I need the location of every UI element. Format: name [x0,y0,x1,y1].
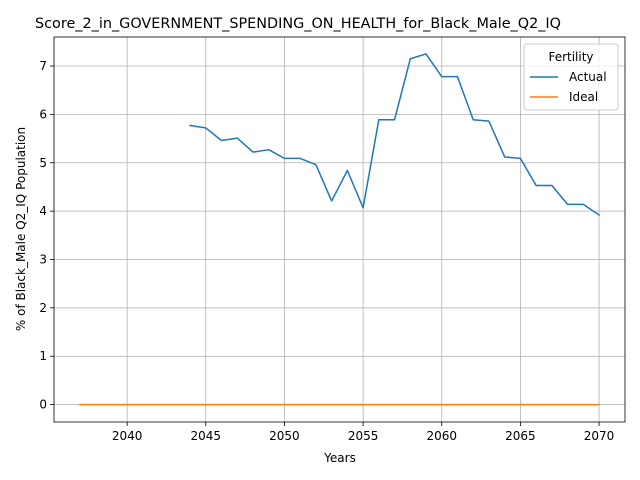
legend-title: Fertility [548,50,593,64]
x-tick-label: 2040 [112,429,143,443]
y-tick-label: 5 [39,156,47,170]
y-tick-label: 3 [39,252,47,266]
y-tick-label: 0 [39,398,47,412]
x-axis-label: Years [323,451,356,465]
series-line-actual [189,53,601,217]
y-axis: 0 1 2 3 4 5 6 7 [39,59,54,412]
plot-frame [53,36,626,423]
legend: Fertility Actual Ideal [523,43,619,111]
y-tick-label: 4 [39,204,47,218]
x-tick-label: 2065 [505,429,536,443]
legend-label-actual: Actual [569,70,607,84]
x-tick-label: 2055 [348,429,379,443]
y-tick-label: 1 [39,349,47,363]
y-tick-label: 7 [39,59,47,73]
legend-label-ideal: Ideal [569,90,598,104]
chart-title: Score_2_in_GOVERNMENT_SPENDING_ON_HEALTH… [35,16,561,32]
y-tick-label: 6 [39,107,47,121]
x-tick-label: 2050 [269,429,300,443]
x-tick-label: 2045 [191,429,222,443]
x-axis: 2040 2045 2050 2055 2060 2065 2070 [112,422,614,443]
y-tick-label: 2 [39,301,47,315]
x-tick-label: 2070 [584,429,615,443]
x-tick-label: 2060 [426,429,457,443]
y-axis-label: % of Black_Male Q2_IQ Population [14,127,28,331]
legend-box [523,43,619,111]
series-layer [79,53,601,406]
